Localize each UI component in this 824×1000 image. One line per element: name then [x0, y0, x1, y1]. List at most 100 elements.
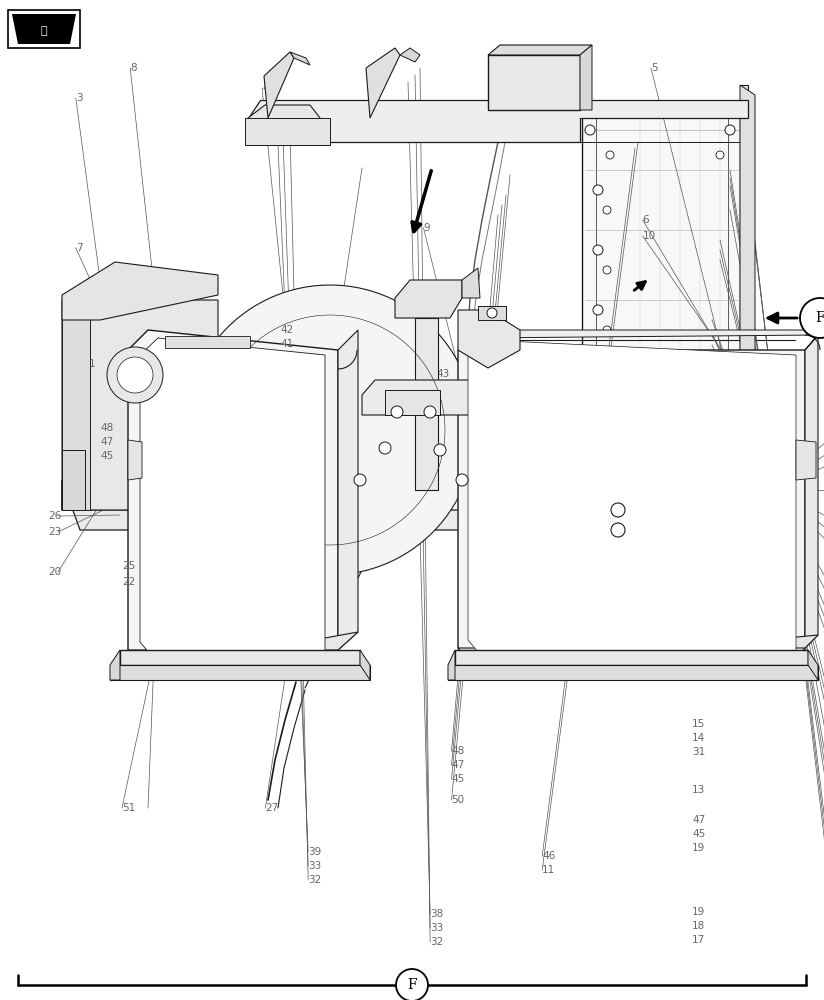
- Circle shape: [226, 338, 234, 346]
- Text: 12: 12: [692, 485, 705, 495]
- Polygon shape: [478, 306, 506, 320]
- Text: 45: 45: [101, 451, 114, 461]
- Polygon shape: [385, 390, 440, 415]
- Text: 32: 32: [308, 875, 321, 885]
- Polygon shape: [572, 85, 748, 110]
- Polygon shape: [248, 100, 748, 142]
- Circle shape: [800, 298, 824, 338]
- Text: 8: 8: [130, 63, 137, 73]
- Text: 42: 42: [280, 325, 293, 335]
- Text: 45: 45: [692, 829, 705, 839]
- Circle shape: [611, 523, 625, 537]
- Text: 44: 44: [590, 563, 603, 573]
- Text: 23: 23: [48, 527, 61, 537]
- Circle shape: [434, 444, 446, 456]
- Polygon shape: [362, 380, 545, 415]
- Text: 41: 41: [509, 451, 522, 461]
- Circle shape: [391, 406, 403, 418]
- Text: 33: 33: [430, 923, 443, 933]
- Text: 32: 32: [430, 937, 443, 947]
- Text: 14: 14: [692, 733, 705, 743]
- Circle shape: [285, 125, 295, 135]
- Polygon shape: [582, 110, 740, 540]
- Text: 39: 39: [308, 847, 321, 857]
- Text: 16: 16: [692, 591, 705, 601]
- Polygon shape: [62, 262, 218, 320]
- Polygon shape: [8, 10, 80, 48]
- Circle shape: [593, 305, 603, 315]
- Polygon shape: [62, 480, 745, 530]
- Text: 33: 33: [308, 861, 321, 871]
- Text: 30: 30: [692, 607, 705, 617]
- Polygon shape: [128, 632, 358, 670]
- Polygon shape: [448, 650, 455, 680]
- Text: 38: 38: [430, 909, 443, 919]
- Circle shape: [181, 338, 189, 346]
- Polygon shape: [366, 48, 400, 118]
- Polygon shape: [455, 650, 808, 665]
- Text: 3: 3: [76, 93, 82, 103]
- Circle shape: [593, 365, 603, 375]
- Text: 19: 19: [692, 907, 705, 917]
- Text: 35: 35: [692, 457, 705, 467]
- Circle shape: [379, 442, 391, 454]
- Text: 10: 10: [643, 231, 656, 241]
- Text: 21: 21: [267, 397, 280, 407]
- Polygon shape: [238, 510, 252, 650]
- Polygon shape: [338, 330, 358, 650]
- Circle shape: [424, 406, 436, 418]
- Polygon shape: [458, 330, 820, 350]
- Text: 29: 29: [692, 641, 705, 651]
- Circle shape: [593, 245, 603, 255]
- Text: 45: 45: [692, 545, 705, 555]
- Polygon shape: [448, 665, 818, 680]
- Polygon shape: [264, 52, 294, 118]
- Text: 5: 5: [651, 63, 658, 73]
- Polygon shape: [545, 468, 622, 492]
- Circle shape: [585, 125, 595, 135]
- Text: 40: 40: [280, 353, 293, 363]
- Text: 46: 46: [542, 851, 555, 861]
- Text: 18: 18: [692, 921, 705, 931]
- Polygon shape: [62, 300, 90, 510]
- Circle shape: [716, 151, 724, 159]
- Circle shape: [565, 125, 575, 135]
- Polygon shape: [360, 650, 370, 680]
- Circle shape: [725, 125, 735, 135]
- Text: 41: 41: [280, 339, 293, 349]
- Text: 37: 37: [692, 429, 705, 439]
- Polygon shape: [805, 335, 818, 648]
- Text: 42: 42: [509, 437, 522, 447]
- Text: 28: 28: [692, 655, 705, 665]
- Polygon shape: [545, 520, 620, 545]
- Text: 47: 47: [452, 760, 465, 770]
- Polygon shape: [400, 48, 420, 62]
- Text: 22: 22: [122, 577, 135, 587]
- Text: 19: 19: [692, 843, 705, 853]
- Polygon shape: [252, 440, 264, 540]
- Text: 11: 11: [542, 865, 555, 875]
- Circle shape: [603, 266, 611, 274]
- Polygon shape: [128, 440, 142, 480]
- Text: 6: 6: [643, 215, 649, 225]
- Text: 1: 1: [89, 359, 96, 369]
- Circle shape: [603, 396, 611, 404]
- Text: 47: 47: [101, 437, 114, 447]
- Polygon shape: [468, 340, 796, 658]
- Text: 5: 5: [643, 353, 649, 363]
- Polygon shape: [238, 440, 252, 510]
- Circle shape: [117, 357, 153, 393]
- Circle shape: [354, 474, 366, 486]
- Polygon shape: [140, 338, 325, 660]
- Circle shape: [265, 125, 275, 135]
- Text: 48: 48: [101, 423, 114, 433]
- Circle shape: [611, 503, 625, 517]
- Text: 48: 48: [692, 517, 705, 527]
- Text: 7: 7: [76, 243, 82, 253]
- Text: 48: 48: [452, 746, 465, 756]
- Polygon shape: [245, 118, 330, 145]
- Text: 25: 25: [122, 561, 135, 571]
- Polygon shape: [248, 105, 320, 145]
- Text: 51: 51: [122, 803, 135, 813]
- Polygon shape: [580, 45, 592, 110]
